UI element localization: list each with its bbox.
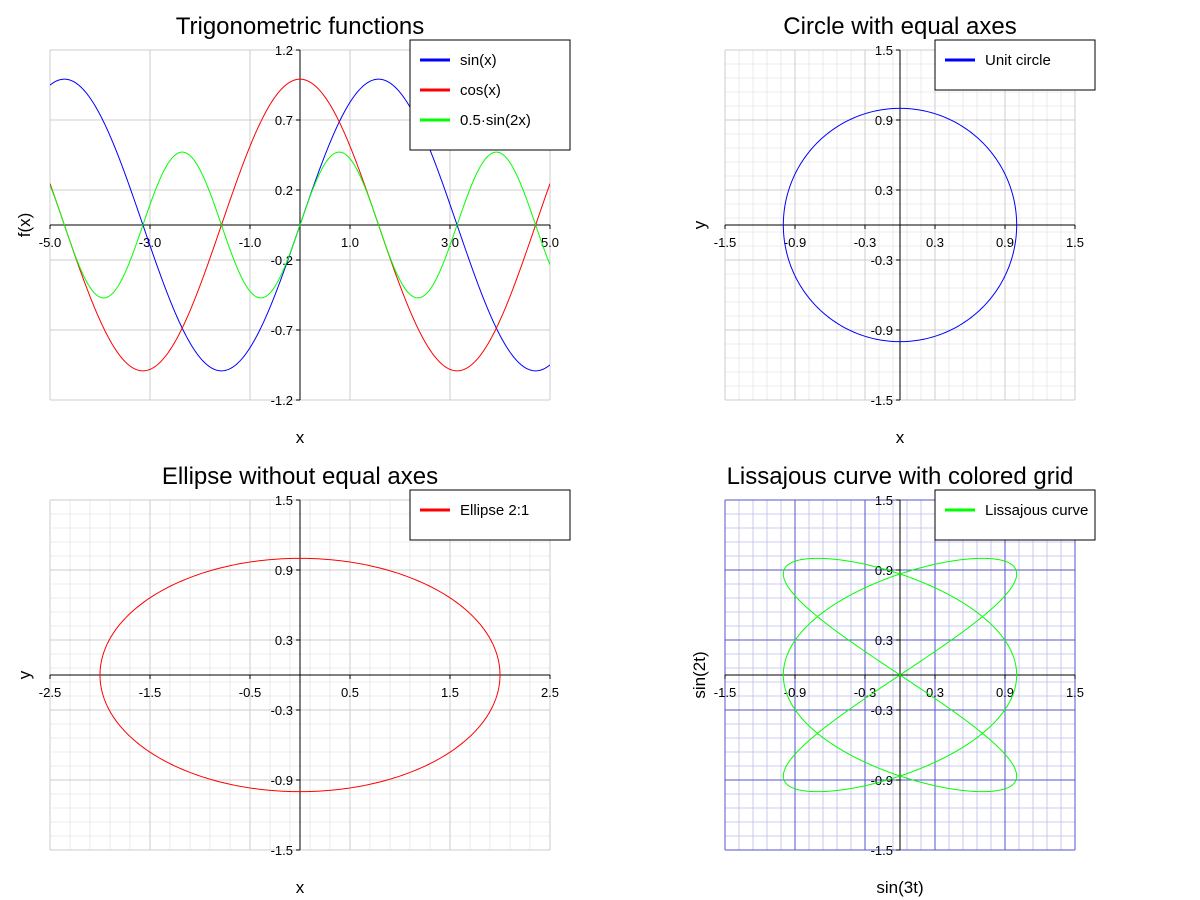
x-tick-label: -0.9 xyxy=(784,685,806,700)
chart-panel-1: -5.0 -3.0 -1.0 1.0 3.0 5.0 1.2 0.7 0.2 -0.2 -0.7 -1… xyxy=(15,13,571,447)
y-tick-label: 0.9 xyxy=(275,563,293,578)
y-tick-label: 0.9 xyxy=(875,563,893,578)
x-tick-label: 0.3 xyxy=(926,685,944,700)
y-tick-label: 0.2 xyxy=(275,183,293,198)
y-tick-label: 1.5 xyxy=(875,493,893,508)
legend-box xyxy=(409,489,571,541)
x-axis-label: x xyxy=(296,428,305,447)
legend-label: 0.5·sin(2x) xyxy=(460,112,531,129)
x-tick-label: 1.5 xyxy=(1066,685,1084,700)
legend-box xyxy=(409,39,571,151)
x-tick-label: -5.0 xyxy=(39,235,61,250)
legend: Unit circle xyxy=(934,39,1096,91)
y-tick-label: -0.7 xyxy=(271,323,293,338)
x-tick-label: -1.0 xyxy=(239,235,261,250)
series-line-1 xyxy=(782,557,1018,793)
y-tick-label: -0.9 xyxy=(871,323,893,338)
y-axis-label: y xyxy=(690,220,709,229)
x-axis-label: x xyxy=(896,428,905,447)
x-tick-label: 1.5 xyxy=(441,685,459,700)
x-tick-label: 2.5 xyxy=(541,685,559,700)
legend-label: Lissajous curve xyxy=(985,502,1088,519)
y-tick-label: -0.3 xyxy=(871,253,893,268)
x-tick-label: -1.5 xyxy=(714,685,736,700)
y-tick-label: 1.5 xyxy=(275,493,293,508)
legend-label: Unit circle xyxy=(985,52,1051,69)
x-tick-label: 0.3 xyxy=(926,235,944,250)
x-tick-label: -2.5 xyxy=(39,685,61,700)
legend: sin(x) cos(x) 0.5·sin(2x) xyxy=(409,39,571,151)
y-tick-label: -0.3 xyxy=(871,703,893,718)
x-tick-label: -0.3 xyxy=(854,235,876,250)
x-tick-label: 0.9 xyxy=(996,235,1014,250)
y-tick-label: 0.3 xyxy=(875,183,893,198)
series-line-2 xyxy=(50,78,550,372)
y-tick-label: -1.5 xyxy=(871,843,893,858)
x-tick-label: -3.0 xyxy=(139,235,161,250)
y-tick-label: -1.5 xyxy=(871,393,893,408)
y-tick-label: -0.9 xyxy=(871,773,893,788)
x-tick-label: 0.5 xyxy=(341,685,359,700)
y-tick-label: 1.5 xyxy=(875,43,893,58)
x-tick-label: 1.0 xyxy=(341,235,359,250)
legend-box xyxy=(934,39,1096,91)
chart-title: Trigonometric functions xyxy=(176,13,425,40)
series-line-1 xyxy=(99,557,501,793)
series-line-3 xyxy=(50,151,550,299)
chart-title: Circle with equal axes xyxy=(783,13,1016,40)
chart-panel-2: -1.5 -0.9 -0.3 0.3 0.9 1.5 1.5 0.9 0.3 -0.3 -0.9 -1… xyxy=(690,13,1096,447)
y-tick-label: -0.2 xyxy=(271,253,293,268)
y-tick-label: 0.3 xyxy=(275,633,293,648)
y-axis-label: sin(2t) xyxy=(690,651,709,698)
chart-title: Lissajous curve with colored grid xyxy=(727,463,1074,490)
chart-panel-3: -2.5 -1.5 -0.5 0.5 1.5 2.5 1.5 0.9 0.3 -0.3 -0.9 -1… xyxy=(15,463,571,897)
legend: Lissajous curve xyxy=(934,489,1096,541)
y-tick-label: 0.9 xyxy=(875,113,893,128)
y-tick-label: 1.2 xyxy=(275,43,293,58)
legend-box xyxy=(934,489,1096,541)
x-tick-label: 0.9 xyxy=(996,685,1014,700)
y-tick-label: 0.3 xyxy=(875,633,893,648)
x-tick-label: -0.5 xyxy=(239,685,261,700)
x-tick-label: 3.0 xyxy=(441,235,459,250)
y-axis-label: y xyxy=(15,670,34,679)
x-tick-label: -0.9 xyxy=(784,235,806,250)
x-tick-label: -1.5 xyxy=(714,235,736,250)
x-tick-label: -1.5 xyxy=(139,685,161,700)
y-axis-label: f(x) xyxy=(15,213,34,238)
y-tick-label: -0.3 xyxy=(271,703,293,718)
x-tick-label: 5.0 xyxy=(541,235,559,250)
y-tick-label: -0.9 xyxy=(271,773,293,788)
chart-title: Ellipse without equal axes xyxy=(162,463,438,490)
x-tick-label: -0.3 xyxy=(854,685,876,700)
legend-label: cos(x) xyxy=(460,82,501,99)
legend: Ellipse 2:1 xyxy=(409,489,571,541)
y-tick-label: 0.7 xyxy=(275,113,293,128)
series-line-1 xyxy=(782,107,1018,343)
y-tick-label: -1.2 xyxy=(271,393,293,408)
x-axis-label: sin(3t) xyxy=(876,878,923,897)
x-tick-label: 1.5 xyxy=(1066,235,1084,250)
legend-label: sin(x) xyxy=(460,52,497,69)
chart-panel-4: -1.5 -0.9 -0.3 0.3 0.9 1.5 1.5 0.9 0.3 -0.3 -0.9 -1… xyxy=(690,463,1096,897)
y-tick-label: -1.5 xyxy=(271,843,293,858)
legend-label: Ellipse 2:1 xyxy=(460,502,529,519)
x-axis-label: x xyxy=(296,878,305,897)
